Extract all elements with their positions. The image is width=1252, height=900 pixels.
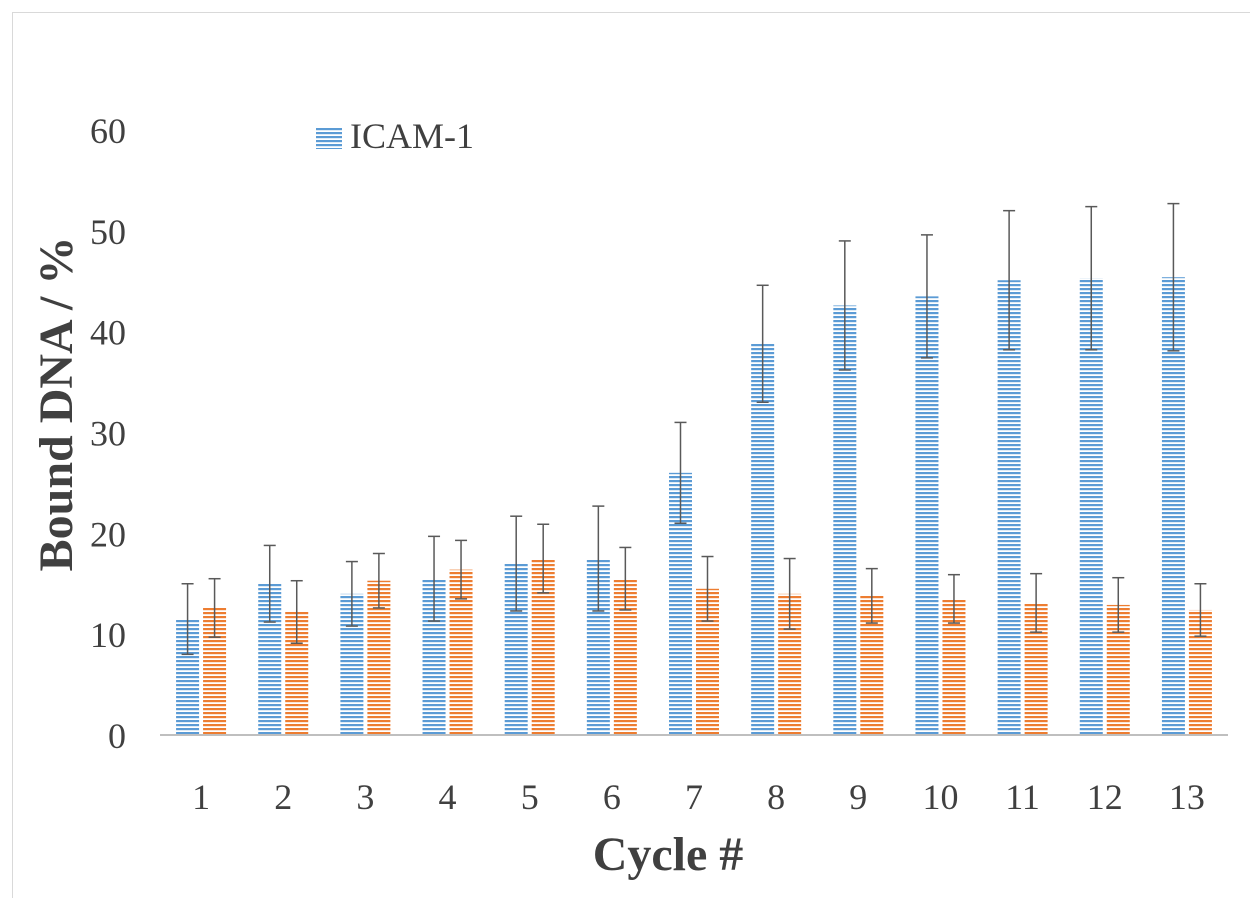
error-bar-series-2-cycle-8 <box>783 557 796 630</box>
error-bar-series-2-cycle-6 <box>619 546 632 611</box>
x-tick-label: 11 <box>1005 777 1040 817</box>
error-bar-series-1-cycle-10 <box>920 234 933 359</box>
bar-series-2-cycle-11 <box>1024 602 1048 735</box>
error-bar-series-1-cycle-9 <box>838 240 851 371</box>
x-tick-label: 1 <box>192 777 210 817</box>
error-bar-series-2-cycle-13 <box>1194 583 1207 637</box>
error-bar-series-1-cycle-6 <box>592 505 605 612</box>
x-tick-label: 10 <box>922 777 958 817</box>
bar-series-1-cycle-6 <box>586 558 610 735</box>
y-tick-label: 30 <box>90 414 126 454</box>
error-bar-series-2-cycle-1 <box>208 577 221 638</box>
legend-label-icam-1: ICAM-1 <box>350 116 474 156</box>
bar-series-2-cycle-6 <box>613 578 637 735</box>
bar-series-1-cycle-10 <box>915 296 939 735</box>
error-bar-series-2-cycle-11 <box>1030 572 1043 633</box>
x-tick-label: 3 <box>356 777 374 817</box>
legend: ICAM-1 <box>316 116 474 156</box>
error-bar-series-1-cycle-4 <box>428 535 441 622</box>
bar-series-2-cycle-9 <box>860 595 884 735</box>
error-bar-series-1-cycle-8 <box>756 284 769 403</box>
error-bar-series-2-cycle-12 <box>1112 576 1125 633</box>
bar-series-2-cycle-1 <box>203 607 227 735</box>
error-bar-series-1-cycle-2 <box>263 544 276 623</box>
bar-series-1-cycle-13 <box>1161 277 1185 735</box>
bar-series-2-cycle-5 <box>531 558 555 735</box>
x-axis-label: Cycle # <box>593 828 744 881</box>
error-bar-series-2-cycle-5 <box>537 523 550 594</box>
error-bar-series-2-cycle-4 <box>455 539 468 600</box>
error-bar-series-1-cycle-5 <box>510 515 523 612</box>
bar-series-1-cycle-12 <box>1079 278 1103 735</box>
error-bar-series-1-cycle-13 <box>1167 202 1180 352</box>
bar-series-1-cycle-11 <box>997 280 1021 735</box>
error-bars <box>181 202 1207 656</box>
error-bar-series-1-cycle-11 <box>1003 209 1016 351</box>
chart-frame <box>12 12 1250 898</box>
y-tick-label: 50 <box>90 212 126 252</box>
bar-series-1-cycle-5 <box>504 563 528 735</box>
x-tick-label: 12 <box>1087 777 1123 817</box>
x-tick-labels: 1 2 3 4 5 6 7 8 9 10 11 12 13 <box>192 777 1205 817</box>
bar-series-1-cycle-9 <box>833 305 857 735</box>
x-tick-label: 7 <box>685 777 703 817</box>
x-tick-label: 2 <box>274 777 292 817</box>
y-tick-label: 60 <box>90 111 126 151</box>
bar-series-2-cycle-13 <box>1188 609 1212 735</box>
error-bar-series-1-cycle-1 <box>181 583 194 656</box>
x-tick-label: 8 <box>767 777 785 817</box>
bar-series-1-cycle-1 <box>176 619 200 735</box>
x-tick-label: 13 <box>1169 777 1205 817</box>
error-bar-series-2-cycle-7 <box>701 555 714 622</box>
error-bar-series-1-cycle-12 <box>1085 205 1098 351</box>
bar-series-1-cycle-8 <box>751 343 775 735</box>
bar-series-1-cycle-7 <box>669 472 692 735</box>
y-tick-label: 0 <box>108 716 126 756</box>
error-bar-series-2-cycle-10 <box>947 573 960 624</box>
y-tick-labels: 0 10 20 30 40 50 60 <box>90 111 126 756</box>
error-bar-series-1-cycle-7 <box>674 421 687 524</box>
bar-series-2-cycle-10 <box>942 598 966 735</box>
x-tick-label: 5 <box>521 777 539 817</box>
bar-series-1-cycle-4 <box>422 578 446 735</box>
y-tick-label: 20 <box>90 514 126 554</box>
x-tick-label: 9 <box>849 777 867 817</box>
error-bar-series-2-cycle-3 <box>372 552 385 609</box>
x-tick-label: 6 <box>603 777 621 817</box>
bar-series-2-cycle-12 <box>1106 604 1130 735</box>
error-bar-series-2-cycle-9 <box>865 567 878 624</box>
bar-series-2-cycle-3 <box>367 580 391 735</box>
bars <box>176 277 1212 735</box>
bar-series-2-cycle-4 <box>449 569 473 735</box>
bar-series-1-cycle-3 <box>340 593 364 735</box>
error-bar-series-1-cycle-3 <box>345 560 358 627</box>
x-tick-label: 4 <box>439 777 457 817</box>
y-tick-label: 10 <box>90 615 126 655</box>
legend-swatch-icam-1 <box>316 127 342 149</box>
y-axis-label: Bound DNA / % <box>30 237 83 572</box>
error-bar-series-2-cycle-2 <box>290 579 303 644</box>
bar-series-2-cycle-7 <box>696 588 719 735</box>
y-tick-label: 40 <box>90 313 126 353</box>
